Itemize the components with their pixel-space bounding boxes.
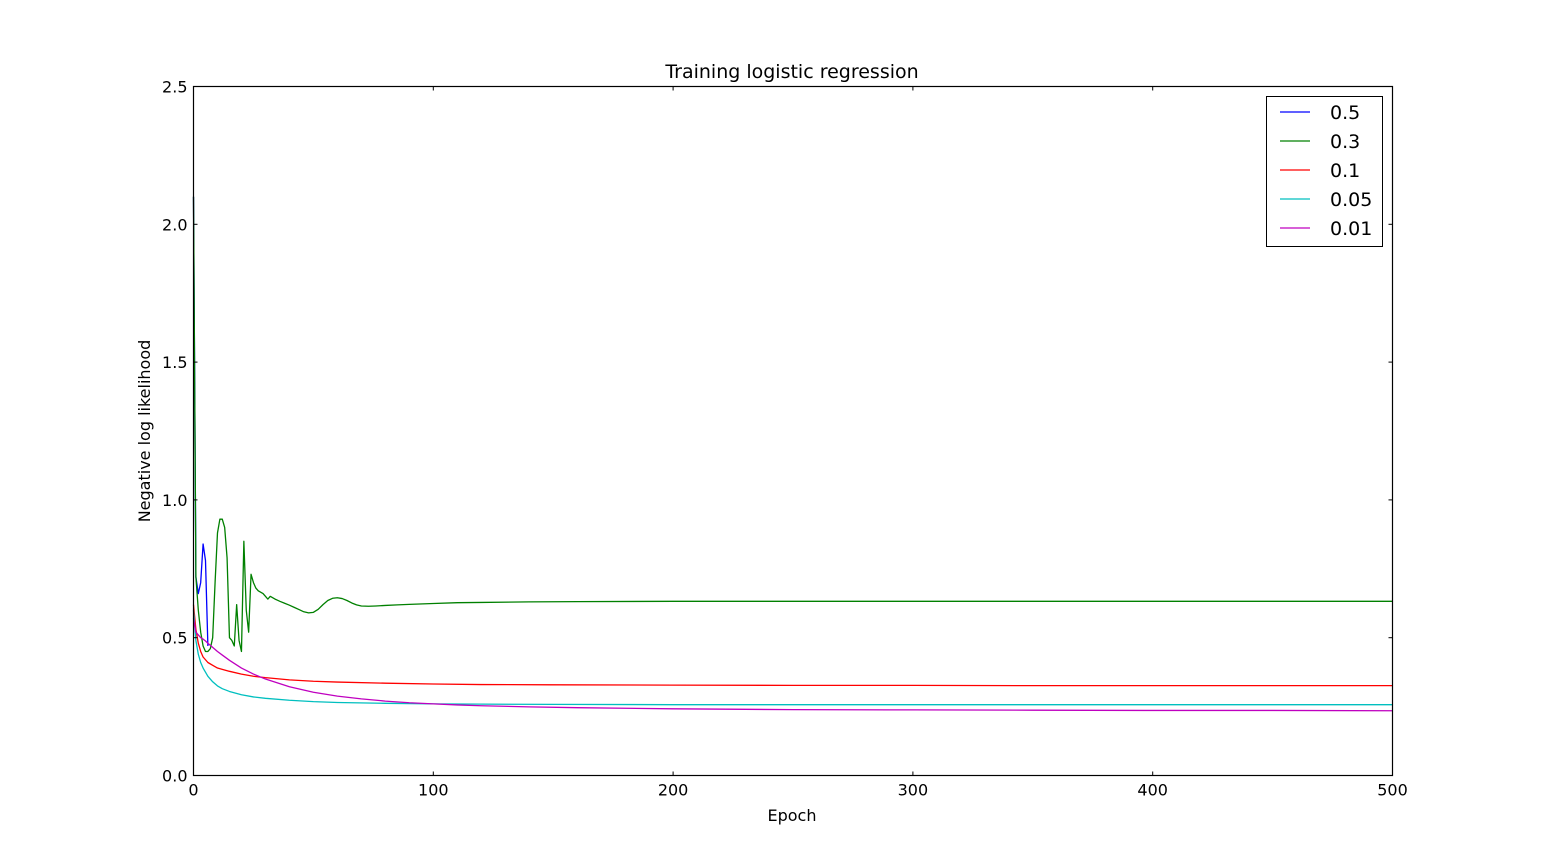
x-tick-label: 300 [898, 781, 929, 800]
x-tick-label: 500 [1377, 781, 1408, 800]
legend-box [1266, 96, 1383, 247]
x-tick-label: 0 [188, 781, 198, 800]
legend-label-1: 0.3 [1330, 131, 1360, 153]
y-tick-label: 1.0 [162, 491, 187, 510]
ticks-layer: 0 100 200 300 400 500 0.0 0.5 1.0 1.5 2.0 2.5 [162, 78, 1408, 800]
x-axis-title: Epoch [768, 806, 817, 825]
y-tick-label: 2.0 [162, 215, 187, 234]
y-axis-title: Negative log likelihood [135, 340, 154, 523]
x-tick-label: 200 [658, 781, 689, 800]
legend-label-2: 0.1 [1330, 160, 1360, 182]
y-tick-label: 0.5 [162, 629, 187, 648]
legend-label-3: 0.05 [1330, 189, 1372, 211]
chart-title: Training logistic regression [664, 61, 918, 83]
series-layer [192, 196, 1393, 712]
x-tick-label: 400 [1137, 781, 1168, 800]
y-tick-label: 0.0 [162, 767, 187, 786]
series-line-3 [192, 610, 1393, 706]
series-line-4 [192, 618, 1393, 712]
legend: 0.5 0.3 0.1 0.05 0.01 [1266, 96, 1383, 247]
y-tick-label: 1.5 [162, 353, 187, 372]
y-tick-label: 2.5 [162, 78, 187, 97]
plot-frame [192, 85, 1394, 777]
x-tick-label: 100 [418, 781, 449, 800]
series-line-1 [192, 196, 1393, 653]
legend-label-0: 0.5 [1330, 102, 1360, 124]
legend-label-4: 0.01 [1330, 218, 1372, 240]
series-line-2 [192, 604, 1393, 687]
